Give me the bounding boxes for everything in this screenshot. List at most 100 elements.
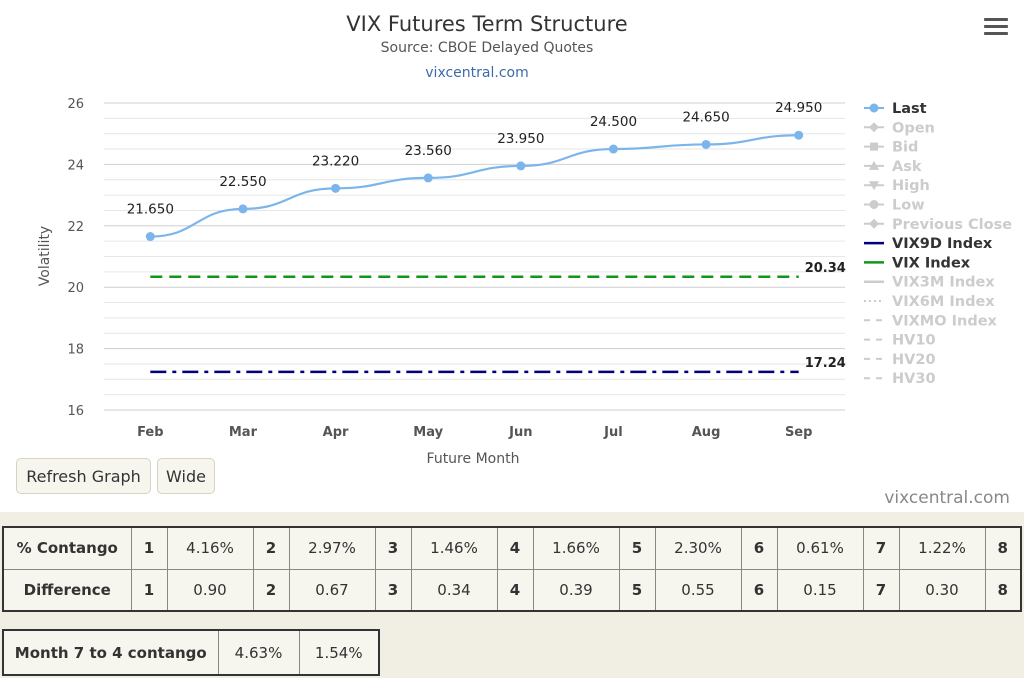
legend-label: VIX Index bbox=[892, 255, 971, 271]
legend-item-vix6m-index[interactable]: VIX6M Index bbox=[864, 294, 995, 310]
y-axis-title: Volatility bbox=[37, 226, 53, 286]
legend-item-low[interactable]: Low bbox=[864, 198, 925, 214]
data-point[interactable] bbox=[794, 130, 804, 140]
data-label: 22.550 bbox=[219, 174, 266, 190]
legend-item-hv10[interactable]: HV10 bbox=[864, 333, 936, 349]
legend[interactable]: Last Open Bid Ask High Low Previous Close VIX9D… bbox=[864, 101, 1012, 387]
data-label: 23.950 bbox=[497, 131, 544, 147]
term-structure-chart: VIX Futures Term Structure Source: CBOE … bbox=[37, 12, 1012, 467]
legend-label: Bid bbox=[892, 140, 918, 156]
table-cell: 1.46% bbox=[410, 526, 498, 570]
legend-label: Previous Close bbox=[892, 217, 1012, 233]
month-index-cell: 8 bbox=[984, 568, 1022, 612]
table-cell: 0.55 bbox=[654, 568, 742, 612]
month-index-cell: 3 bbox=[374, 568, 412, 612]
menu-bar-3 bbox=[984, 32, 1008, 35]
chart-subtitle: Source: CBOE Delayed Quotes bbox=[381, 40, 594, 56]
row-label: Month 7 to 4 contango bbox=[2, 629, 219, 676]
data-point[interactable] bbox=[701, 139, 711, 149]
legend-label: VIX6M Index bbox=[892, 294, 995, 310]
data-point[interactable] bbox=[331, 183, 341, 193]
wide-button[interactable]: Wide bbox=[157, 458, 215, 494]
month-index-cell: 7 bbox=[862, 526, 900, 570]
month-index-cell: 6 bbox=[740, 526, 778, 570]
legend-item-ask[interactable]: Ask bbox=[864, 159, 922, 175]
legend-item-vix3m-index[interactable]: VIX3M Index bbox=[864, 275, 995, 291]
x-tick-label: Mar bbox=[229, 425, 258, 440]
legend-item-vix9d-index[interactable]: VIX9D Index bbox=[864, 236, 993, 252]
refresh-graph-button[interactable]: Refresh Graph bbox=[16, 458, 151, 494]
data-label: 23.560 bbox=[405, 143, 452, 159]
footer-credit[interactable]: vixcentral.com bbox=[884, 488, 1010, 508]
month-index-cell: 4 bbox=[496, 568, 534, 612]
end-value-label: 17.24 bbox=[805, 356, 846, 371]
data-point[interactable] bbox=[608, 144, 618, 154]
legend-symbol-icon bbox=[864, 142, 884, 151]
legend-symbol-icon bbox=[864, 103, 884, 113]
y-tick-label: 24 bbox=[67, 158, 84, 173]
table-row: Difference 1 0.90 2 0.67 3 0.34 4 0.39 5 0.55 6 0.15… bbox=[2, 568, 1022, 612]
data-point[interactable] bbox=[238, 204, 248, 214]
table-cell: 0.39 bbox=[532, 568, 620, 612]
month-index-cell: 1 bbox=[130, 568, 168, 612]
month-index-cell: 6 bbox=[740, 568, 778, 612]
legend-item-hv30[interactable]: HV30 bbox=[864, 371, 936, 387]
legend-label: VIXMO Index bbox=[892, 313, 998, 329]
chart-title: VIX Futures Term Structure bbox=[346, 12, 627, 36]
table-cell: 1.54% bbox=[298, 629, 380, 676]
legend-label: High bbox=[892, 178, 930, 194]
x-axis-title: Future Month bbox=[427, 451, 520, 467]
table-cell: 2.30% bbox=[654, 526, 742, 570]
legend-label: Low bbox=[892, 198, 925, 214]
x-tick-label: May bbox=[413, 425, 443, 440]
menu-bar-1 bbox=[984, 18, 1008, 21]
table-cell: 1.22% bbox=[898, 526, 986, 570]
month-index-cell: 8 bbox=[984, 526, 1022, 570]
series: 21.650 22.550 23.220 23.560 23.950 24.500 24.6… bbox=[127, 100, 846, 374]
month-index-cell: 5 bbox=[618, 526, 656, 570]
legend-item-vixmo-index[interactable]: VIXMO Index bbox=[864, 313, 998, 329]
month-index-cell: 4 bbox=[496, 526, 534, 570]
legend-symbol-icon bbox=[864, 181, 884, 191]
table-cell: 0.30 bbox=[898, 568, 986, 612]
table-cell: 0.90 bbox=[166, 568, 254, 612]
legend-symbol-icon bbox=[864, 160, 884, 170]
legend-label: HV30 bbox=[892, 371, 936, 387]
legend-label: HV10 bbox=[892, 333, 936, 349]
legend-item-bid[interactable]: Bid bbox=[864, 140, 918, 156]
legend-item-high[interactable]: High bbox=[864, 178, 930, 194]
row-label: Difference bbox=[2, 568, 132, 612]
legend-symbol-icon bbox=[864, 200, 884, 209]
table-cell: 0.67 bbox=[288, 568, 376, 612]
legend-label: HV20 bbox=[892, 352, 936, 368]
grid bbox=[104, 102, 845, 411]
legend-item-vix-index[interactable]: VIX Index bbox=[864, 255, 971, 271]
data-point[interactable] bbox=[516, 161, 526, 171]
legend-item-last[interactable]: Last bbox=[864, 101, 927, 117]
legend-label: Last bbox=[892, 101, 927, 117]
data-label: 24.500 bbox=[590, 114, 637, 130]
legend-item-hv20[interactable]: HV20 bbox=[864, 352, 936, 368]
chart-credit-top[interactable]: vixcentral.com bbox=[425, 65, 528, 81]
table-cell: 4.63% bbox=[217, 629, 300, 676]
row-label: % Contango bbox=[2, 526, 132, 570]
x-tick-label: Apr bbox=[323, 425, 349, 440]
legend-label: Ask bbox=[892, 159, 922, 175]
data-label: 24.950 bbox=[775, 100, 822, 116]
legend-item-open[interactable]: Open bbox=[864, 120, 935, 136]
x-tick-label: Aug bbox=[692, 425, 721, 440]
menu-bar-2 bbox=[984, 25, 1008, 28]
y-tick-label: 22 bbox=[67, 220, 84, 235]
data-point[interactable] bbox=[423, 173, 433, 183]
data-point[interactable] bbox=[145, 232, 155, 242]
legend-item-previous-close[interactable]: Previous Close bbox=[864, 217, 1012, 233]
table-row: Month 7 to 4 contango 4.63% 1.54% bbox=[2, 629, 380, 676]
table-row: % Contango 1 4.16% 2 2.97% 3 1.46% 4 1.66% 5 2.30%… bbox=[2, 526, 1022, 570]
y-tick-label: 18 bbox=[67, 343, 84, 358]
month-index-cell: 2 bbox=[252, 568, 290, 612]
month-contango-table: Month 7 to 4 contango 4.63% 1.54% bbox=[2, 629, 380, 676]
chart-menu-icon[interactable] bbox=[984, 18, 1008, 38]
chart-panel: VIX Futures Term Structure Source: CBOE … bbox=[0, 0, 1024, 512]
legend-symbol-icon bbox=[864, 122, 884, 133]
month-index-cell: 5 bbox=[618, 568, 656, 612]
